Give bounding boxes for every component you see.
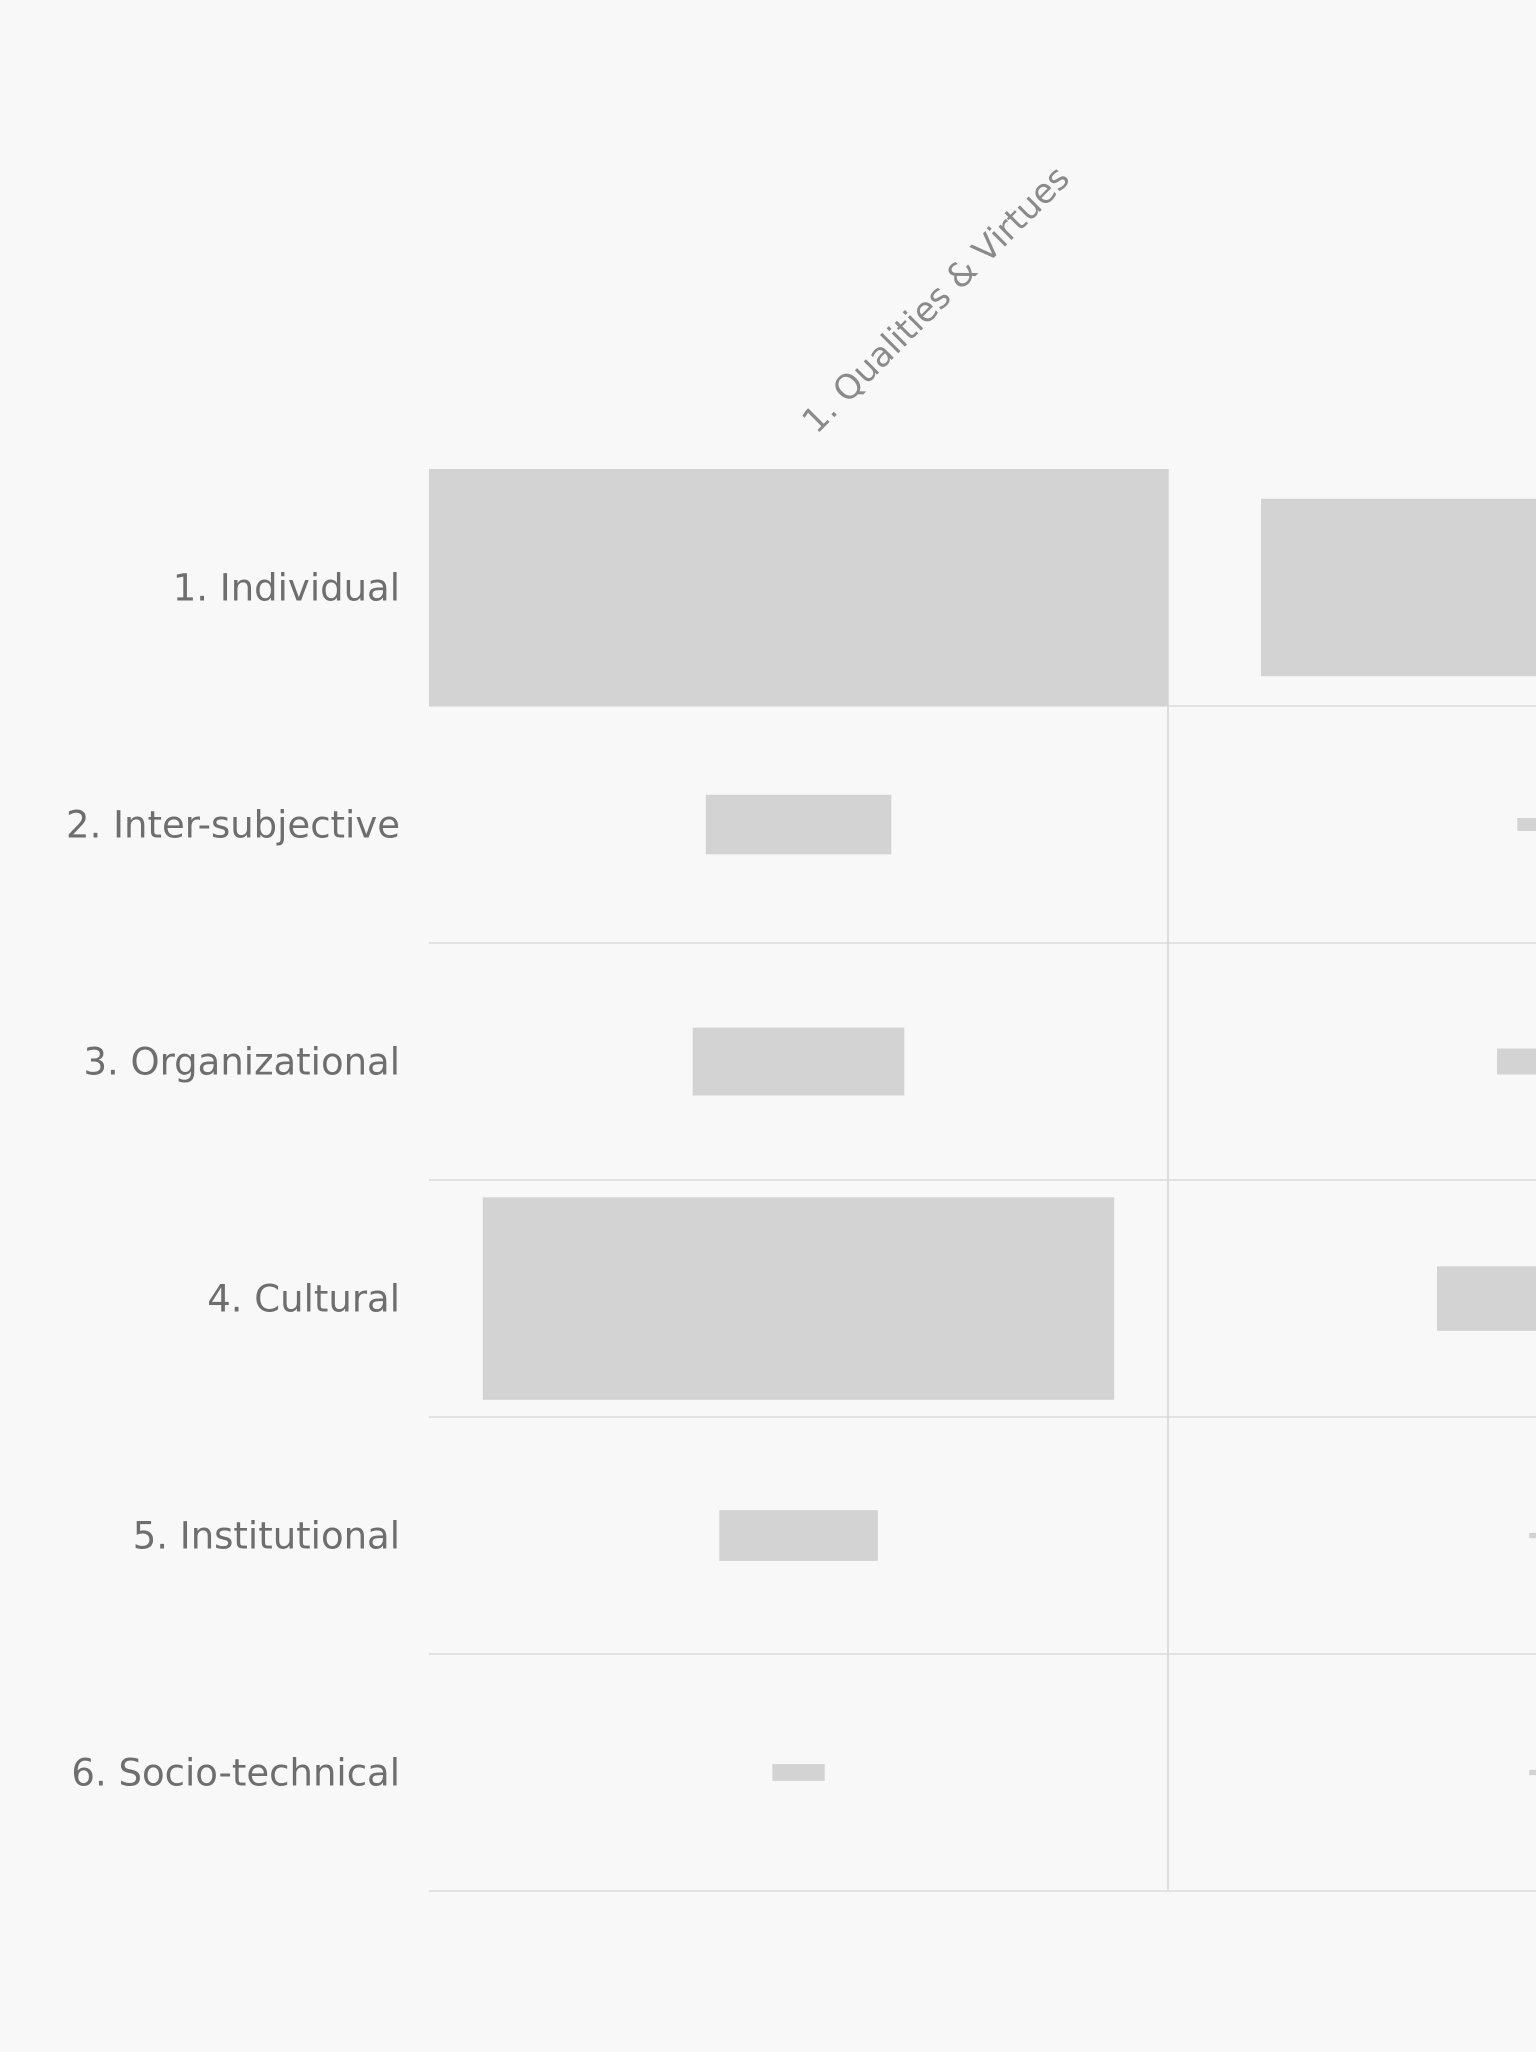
labels-layer: 1. Individual 2. Inter-subjective 3. Organ… (66, 158, 1078, 1794)
heatmap-cell (1497, 1048, 1536, 1075)
row-label: 2. Inter-subjective (66, 804, 400, 847)
column-label: 1. Qualities & Virtues (795, 158, 1078, 441)
heatmap-cell (1529, 1532, 1536, 1539)
heatmap-cell (429, 469, 1168, 706)
cells-layer (429, 469, 1536, 1781)
heatmap-cell (705, 794, 892, 855)
heatmap-cell (1261, 498, 1536, 677)
heatmap-cell (1437, 1266, 1536, 1331)
row-label: 1. Individual (173, 567, 400, 610)
heatmap-cell (772, 1764, 825, 1781)
heatmap-cell (1529, 1769, 1536, 1776)
row-label: 5. Institutional (133, 1515, 400, 1558)
row-label: 3. Organizational (83, 1041, 400, 1084)
row-label: 4. Cultural (207, 1278, 400, 1321)
heatmap-cell (719, 1510, 878, 1561)
heatmap-cell (1517, 818, 1536, 831)
heatmap-cell (692, 1027, 905, 1096)
row-label: 6. Socio-technical (71, 1752, 400, 1795)
heatmap-cell (482, 1197, 1115, 1400)
